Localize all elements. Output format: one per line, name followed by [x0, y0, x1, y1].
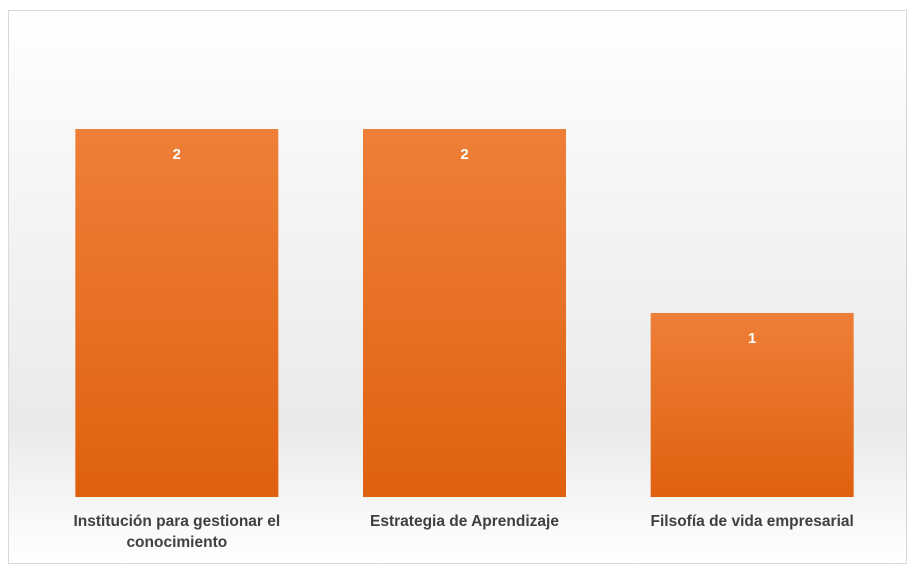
x-tick-label: Filsofía de vida empresarial [650, 513, 854, 530]
value-label: 2 [460, 146, 468, 163]
bar [650, 313, 854, 497]
bar [363, 129, 566, 497]
value-label: 2 [173, 146, 181, 163]
x-tick-label: Estrategia de Aprendizaje [370, 513, 559, 530]
bar [75, 129, 279, 497]
x-tick-label: Institución para gestionar el conocimien… [73, 513, 281, 551]
value-label: 1 [748, 330, 756, 347]
